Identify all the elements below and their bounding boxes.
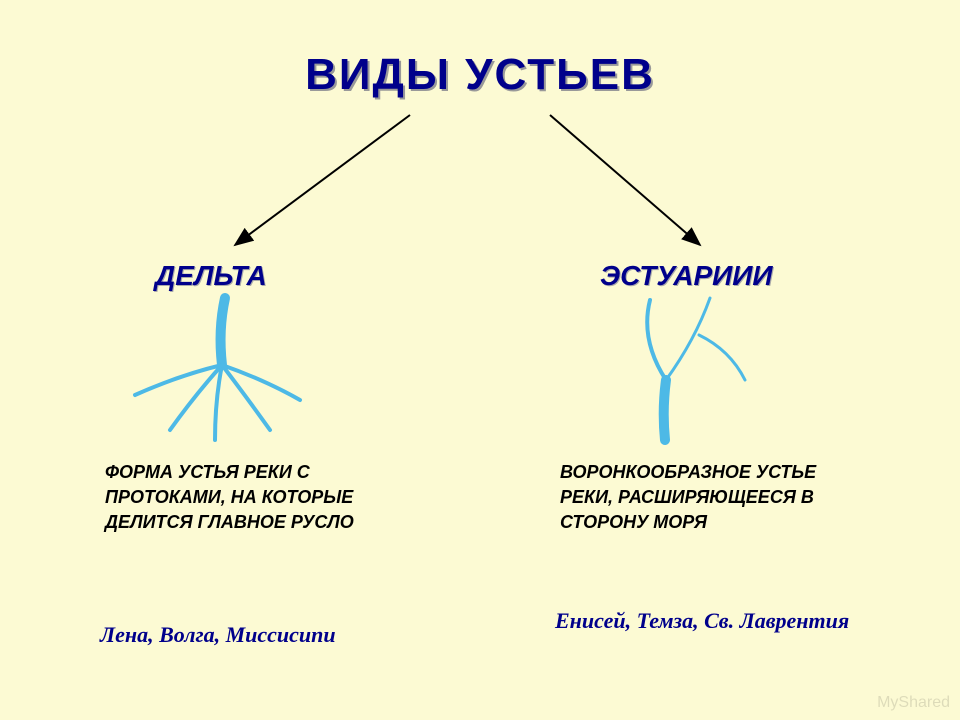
estuary-description: ВОРОНКООБРАЗНОЕ УСТЬЕ РЕКИ, РАСШИРЯЮЩЕЕС… [560, 460, 860, 536]
delta-label: ДЕЛЬТА [155, 260, 267, 292]
delta-description: ФОРМА УСТЬЯ РЕКИ С ПРОТОКАМИ, НА КОТОРЫЕ… [105, 460, 405, 536]
estuary-examples: Енисей, Темза, Св. Лаврентия [555, 608, 849, 634]
estuary-label: ЭСТУАРИИИ [600, 260, 773, 292]
arrows [235, 115, 700, 245]
delta-river-diagram [135, 298, 300, 440]
delta-examples: Лена, Волга, Миссисипи [100, 622, 336, 648]
estuary-river-diagram [647, 298, 745, 440]
watermark: MyShared [877, 694, 950, 712]
